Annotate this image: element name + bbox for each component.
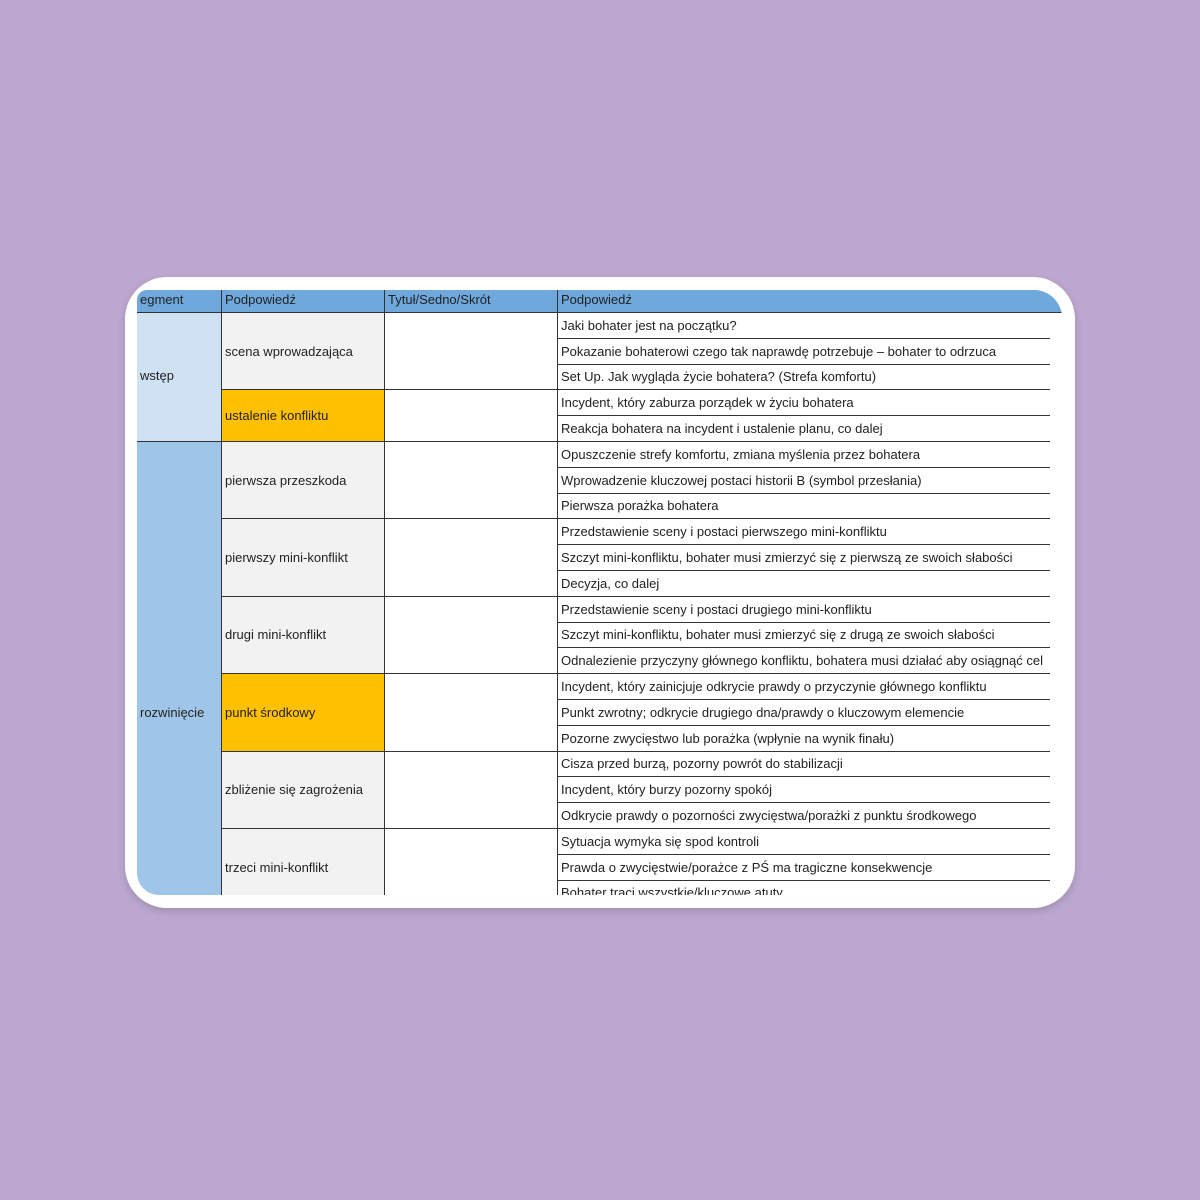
prompt-cell: Incydent, który zainicjuje odkrycie praw… <box>558 674 1050 700</box>
segment-cell <box>137 442 222 895</box>
prompt-cell: Szczyt mini-konfliktu, bohater musi zmie… <box>558 545 1050 571</box>
prompt-cell: Prawda o zwycięstwie/porażce z PŚ ma tra… <box>558 855 1050 881</box>
header-cell: Podpowiedź <box>222 290 385 313</box>
prompt-cell: Przedstawienie sceny i postaci drugiego … <box>558 597 1050 623</box>
prompt-cell: Incydent, który burzy pozorny spokój <box>558 777 1050 804</box>
prompt-cell: Sytuacja wymyka się spod kontroli <box>558 829 1050 855</box>
segment-cell <box>137 313 222 442</box>
prompt-cell: Odnalezienie przyczyny głównego konflikt… <box>558 648 1050 675</box>
prompt-cell: Jaki bohater jest na początku? <box>558 313 1050 339</box>
title-cell <box>385 313 558 391</box>
prompt-cell: Decyzja, co dalej <box>558 571 1050 597</box>
prompt-cell: Przedstawienie sceny i postaci pierwszeg… <box>558 519 1050 546</box>
prompt-cell: Opuszczenie strefy komfortu, zmiana myśl… <box>558 442 1050 468</box>
scene-cell: trzeci mini-konflikt <box>222 829 385 895</box>
scene-cell: pierwszy mini-konflikt <box>222 519 385 597</box>
prompt-cell: Odkrycie prawdy o pozorności zwycięstwa/… <box>558 803 1050 829</box>
prompt-cell: Pozorne zwycięstwo lub porażka (wpłynie … <box>558 726 1050 752</box>
prompt-cell: Punkt zwrotny; odkrycie drugiego dna/pra… <box>558 700 1050 726</box>
scene-cell: pierwsza przeszkoda <box>222 442 385 520</box>
title-cell <box>385 751 558 829</box>
prompt-cell: Reakcja bohatera na incydent i ustalenie… <box>558 416 1050 442</box>
prompt-cell: Pokazanie bohaterowi czego tak naprawdę … <box>558 339 1050 365</box>
scene-cell: drugi mini-konflikt <box>222 596 385 675</box>
prompt-cell: Cisza przed burzą, pozorny powrót do sta… <box>558 752 1050 778</box>
prompt-cell: Bohater traci wszystkie/kluczowe atuty <box>558 881 1050 895</box>
spreadsheet: egment Podpowiedź Tytuł/Sedno/Skrót Podpowi… <box>137 290 1062 895</box>
scene-cell: ustalenie konfliktu <box>222 390 385 442</box>
prompt-cell: Pierwsza porażka bohatera <box>558 494 1050 520</box>
title-cell <box>385 596 558 675</box>
segment-label: wstęp <box>140 367 174 383</box>
title-cell <box>385 442 558 520</box>
scene-cell: scena wprowadzająca <box>222 313 385 391</box>
title-cell <box>385 390 558 442</box>
scene-cell: punkt środkowy <box>222 674 385 752</box>
prompt-cell: Incydent, który zaburza porządek w życiu… <box>558 390 1050 417</box>
title-cell <box>385 519 558 597</box>
header-cell: Podpowiedź <box>558 290 1062 313</box>
prompt-cell: Wprowadzenie kluczowej postaci historii … <box>558 468 1050 494</box>
header-cell: egment <box>137 290 222 313</box>
segment-label: rozwinięcie <box>140 704 205 720</box>
title-cell <box>385 674 558 752</box>
prompt-cell: Set Up. Jak wygląda życie bohatera? (Str… <box>558 365 1050 391</box>
title-cell <box>385 829 558 895</box>
prompt-cell: Szczyt mini-konfliktu, bohater musi zmie… <box>558 623 1050 649</box>
scene-cell: zbliżenie się zagrożenia <box>222 751 385 829</box>
header-cell: Tytuł/Sedno/Skrót <box>385 290 558 313</box>
